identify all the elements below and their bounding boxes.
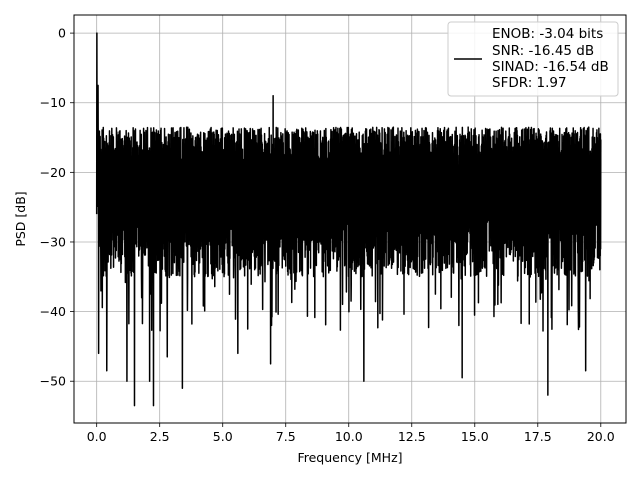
legend-entry-sfdr: SFDR: 1.97 (492, 75, 567, 91)
legend-entry-sinad: SINAD: -16.54 dB (492, 59, 609, 75)
psd-series-line (95, 32, 602, 407)
x-tick-label: 15.0 (461, 429, 489, 444)
x-axis-label: Frequency [MHz] (297, 450, 402, 465)
x-tick-label: 5.0 (213, 429, 233, 444)
x-tick-label: 0.0 (87, 429, 107, 444)
y-tick-label: −50 (40, 374, 66, 389)
x-tick-label: 20.0 (587, 429, 615, 444)
y-tick-label: −10 (40, 95, 66, 110)
ticks: 0.0 2.5 5.0 7.5 10.0 12.5 15.0 17.5 20.0 0 −10 −20 −… (40, 26, 615, 444)
y-tick-label: 0 (58, 26, 66, 41)
x-tick-label: 7.5 (276, 429, 296, 444)
x-tick-label: 2.5 (150, 429, 170, 444)
y-tick-label: −30 (40, 234, 66, 249)
y-tick-label: −20 (40, 165, 66, 180)
x-tick-label: 17.5 (524, 429, 552, 444)
legend-entry-enob: ENOB: -3.04 bits (492, 26, 603, 42)
y-axis-label: PSD [dB] (13, 191, 28, 246)
axes-frame (73, 14, 627, 424)
x-tick-label: 10.0 (335, 429, 363, 444)
x-tick-label: 12.5 (398, 429, 426, 444)
legend: ENOB: -3.04 bits SNR: -16.45 dB SINAD: -… (447, 21, 619, 97)
y-tick-label: −40 (40, 304, 66, 319)
legend-entry-snr: SNR: -16.45 dB (492, 43, 594, 59)
legend-box (447, 21, 619, 97)
